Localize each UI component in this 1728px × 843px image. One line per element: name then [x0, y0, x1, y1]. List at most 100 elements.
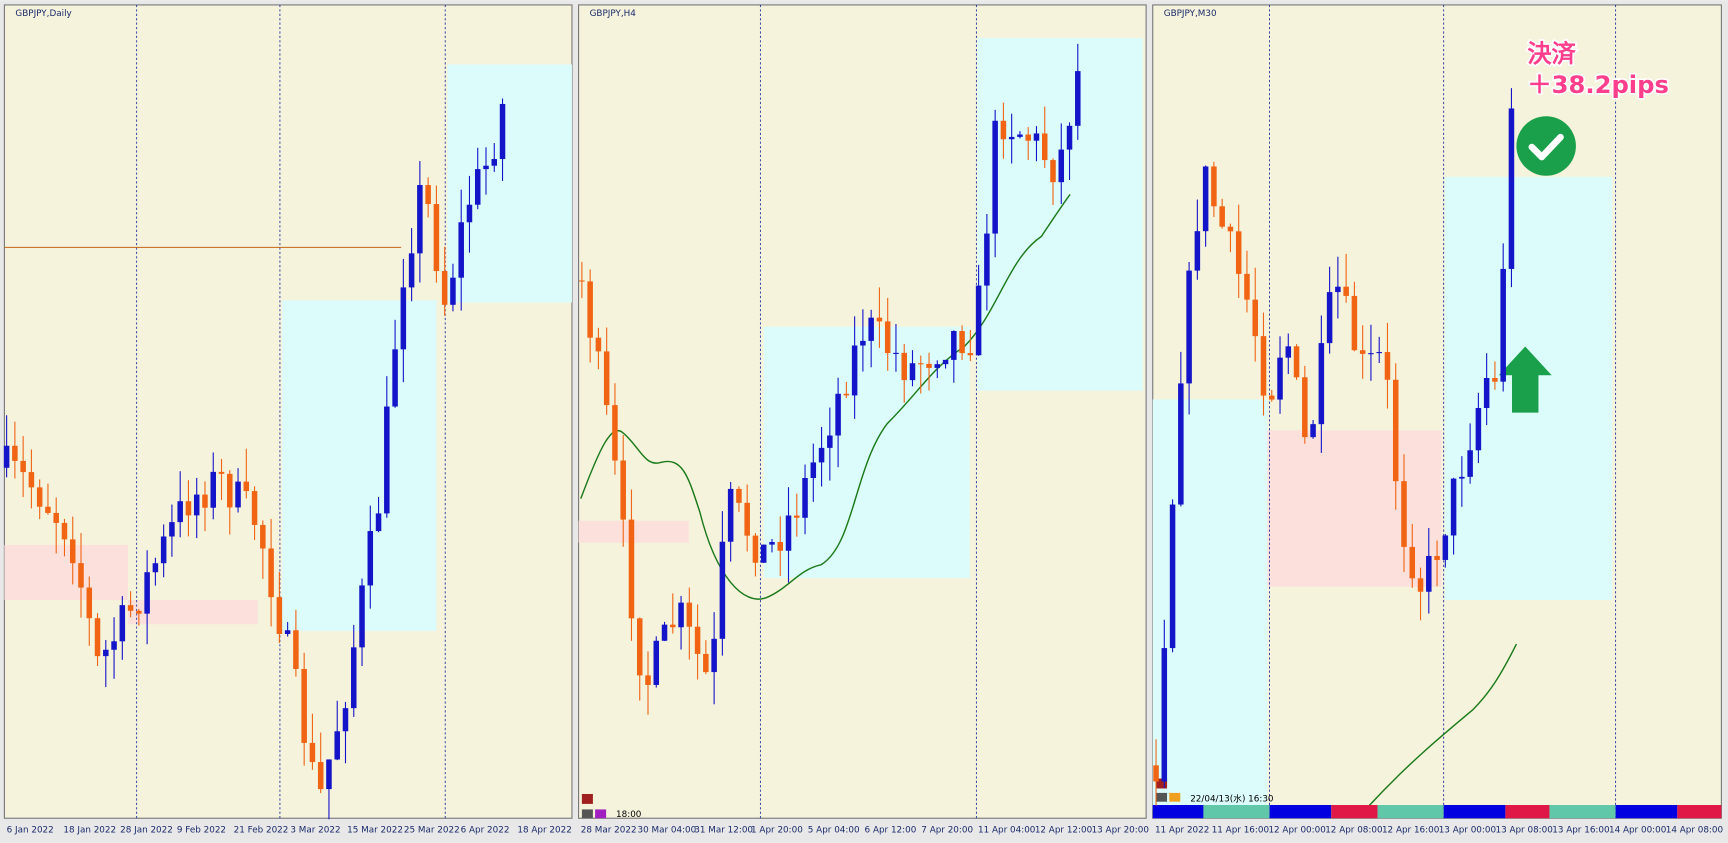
zone-box: [4, 544, 128, 601]
candle-body: [3, 445, 10, 468]
candle-body: [1401, 481, 1407, 547]
x-axis-label: 3 Mar 2022: [290, 826, 340, 836]
candle-body: [1227, 226, 1234, 232]
x-axis-label: 12 Apr 12:00: [1035, 826, 1093, 836]
candle-body: [1359, 350, 1366, 354]
candle-body: [1066, 125, 1073, 150]
chart-panel: GBPJPY,Daily: [3, 4, 573, 820]
candle-body: [1318, 343, 1325, 425]
candle-body: [661, 624, 668, 641]
candle-body: [218, 471, 225, 474]
candle-body: [612, 405, 618, 461]
candle-body: [28, 472, 35, 488]
candle-body: [942, 359, 949, 365]
candle-body: [794, 515, 800, 518]
candle-body: [243, 481, 250, 492]
candle-body: [483, 165, 489, 170]
candle-body: [1260, 336, 1267, 396]
candle-body: [334, 731, 340, 760]
candle-body: [499, 103, 506, 160]
candle-body: [309, 742, 316, 763]
candle-body: [760, 544, 767, 563]
candle-body: [392, 349, 398, 407]
candle-body: [1041, 133, 1048, 161]
candle-body: [86, 587, 93, 619]
candle-body: [1459, 476, 1465, 479]
chart-panel: 18:00 GBPJPY,H4: [578, 4, 1147, 820]
candle-body: [587, 281, 593, 338]
candle-body: [160, 536, 167, 564]
candle-body: [703, 653, 709, 673]
candle-body: [719, 541, 726, 639]
candle-body: [1050, 160, 1056, 183]
candle-body: [670, 624, 676, 628]
candle-body: [736, 488, 742, 503]
x-axis-label: 14 Apr 08:00: [1666, 826, 1724, 836]
candle-body: [227, 473, 233, 508]
candle-body: [1335, 286, 1341, 293]
candle-body: [276, 597, 283, 634]
candle-body: [103, 649, 109, 657]
candle-body: [169, 522, 175, 537]
candle-body: [752, 535, 759, 563]
candle-body: [458, 222, 464, 278]
candle-body: [967, 353, 974, 356]
candle-body: [1326, 292, 1333, 344]
candle-body: [1202, 166, 1209, 232]
candle-body: [144, 572, 150, 614]
session: [1269, 805, 1332, 819]
candle-body: [367, 531, 374, 586]
annotation: ＋38.2pips: [1527, 70, 1668, 99]
check-icon: [1516, 116, 1576, 176]
x-axis-label: 5 Apr 04:00: [808, 826, 860, 836]
candle-body: [94, 618, 101, 657]
candle-body: [53, 512, 59, 523]
candle-body: [1302, 377, 1308, 438]
candle-body: [975, 285, 982, 356]
panel-title: GBPJPY,M30: [1164, 9, 1217, 19]
candle-body: [1161, 648, 1168, 782]
candle-body: [1178, 383, 1184, 505]
candle-body: [408, 253, 415, 288]
candle-body: [934, 364, 941, 368]
zone-box: [447, 64, 572, 303]
check-mark: [1528, 133, 1564, 161]
session: [1152, 805, 1204, 819]
candle-body: [1384, 352, 1391, 380]
candle-body: [1285, 346, 1292, 358]
candle-body: [69, 539, 76, 564]
candle-body: [1351, 295, 1358, 351]
candle-body: [466, 204, 473, 223]
x-axis-label: 12 Apr 16:00: [1382, 826, 1440, 836]
session: [1549, 805, 1616, 819]
candle-body: [1277, 357, 1283, 400]
candle-body: [193, 494, 200, 516]
candle-body: [1194, 231, 1201, 271]
candle-body: [827, 435, 833, 448]
x-axis-label: 15 Mar 2022: [347, 826, 403, 836]
candle-body: [177, 501, 183, 523]
candle-body: [1475, 407, 1482, 451]
candle-body: [1426, 555, 1432, 592]
candle-body: [818, 447, 825, 463]
panel-title: GBPJPY,H4: [590, 9, 637, 19]
candle-body: [12, 445, 18, 461]
x-axis-label: 13 Apr 00:00: [1439, 826, 1497, 836]
candle-body: [868, 317, 874, 341]
candle-body: [835, 393, 841, 436]
candle-body: [636, 618, 643, 676]
candle-body: [425, 185, 431, 205]
candle-body: [1293, 346, 1300, 378]
candle-body: [884, 321, 891, 354]
x-axis-label: 21 Feb 2022: [234, 826, 289, 836]
candle-body: [1058, 149, 1065, 183]
candle-body: [1186, 270, 1192, 384]
candle-body: [893, 352, 899, 354]
x-axis-label: 9 Feb 2022: [177, 826, 226, 836]
icon: [581, 809, 593, 819]
candle-body: [293, 630, 299, 669]
candle-body: [1450, 478, 1457, 536]
x-axis-label: 28 Jan 2022: [120, 826, 173, 836]
candle-body: [136, 610, 142, 614]
